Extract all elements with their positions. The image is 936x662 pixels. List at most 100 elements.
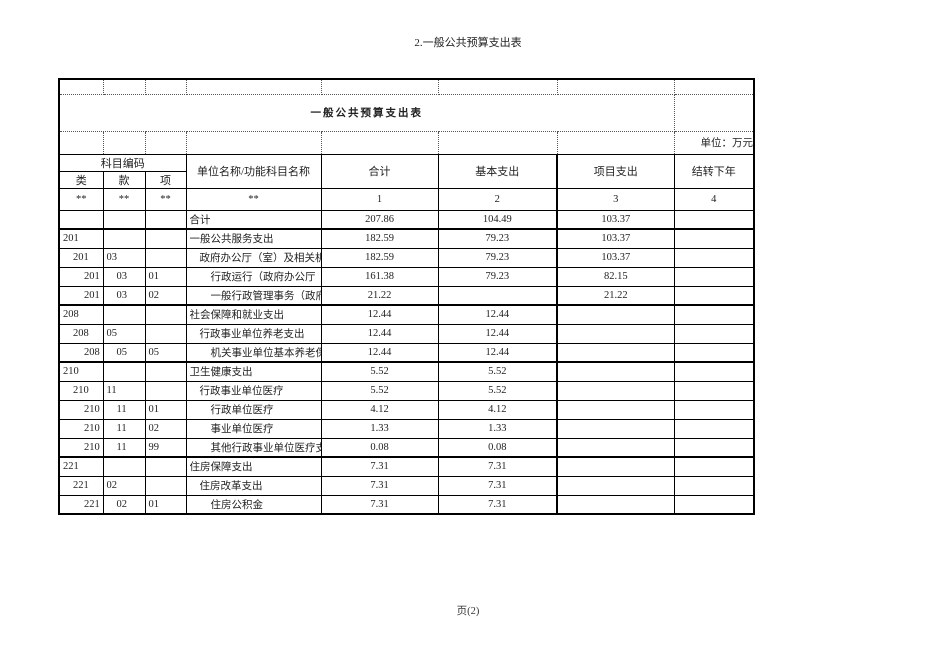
cell-class-code: 210 [58,380,104,401]
mask-cell: 1 [320,187,439,211]
mask-cell: ** [144,187,187,211]
cell-basic: 12.44 [437,304,558,325]
cell-total: 5.52 [320,361,439,382]
budget-table: 一般公共预算支出表 单位：万元 科目编码 单位名称/功能科目名称 合计 基本支出… [58,78,755,515]
table-row: 210 11 行政事业单位医疗 5.52 5.52 [58,380,755,401]
cell-basic: 0.08 [437,437,558,458]
cell-item-code: 05 [144,342,187,363]
table-row: 210 11 99 其他行政事业单位医疗支 0.08 0.08 [58,437,755,458]
cell-project [556,342,675,363]
cell-total: 207.86 [320,209,439,230]
title-row-end-cell [674,94,754,132]
unit-row-cell [321,131,439,155]
cell-class-code: 210 [58,399,104,420]
cell-item-code [144,228,187,249]
mask-cell: ** [185,187,322,211]
cell-project: 82.15 [556,266,675,287]
cell-item-code [144,380,187,401]
cell-section-code [102,228,146,249]
cell-item-code [144,247,187,268]
cell-class-code: 208 [58,342,104,363]
spacer-cell [59,79,104,95]
carry-column-header: 结转下年 [673,153,755,189]
name-column-header: 单位名称/功能科目名称 [185,153,322,189]
unit-row-cell [438,131,558,155]
cell-total: 12.44 [320,304,439,325]
cell-section-code: 03 [102,285,146,306]
cell-section-code: 02 [102,475,146,496]
cell-carry [673,228,755,249]
cell-name: 住房保障支出 [185,456,322,477]
cell-class-code: 208 [58,304,104,325]
cell-carry [673,437,755,458]
cell-carry [673,304,755,325]
cell-section-code: 11 [102,380,146,401]
unit-row: 单位：万元 [59,131,754,155]
cell-class-code: 208 [58,323,104,344]
table-body: 合计 207.86 104.49 103.37 201 一般公共服务支出 182.59 79.… [58,209,755,515]
cell-total: 12.44 [320,323,439,344]
cell-basic: 7.31 [437,456,558,477]
cell-class-code: 201 [58,228,104,249]
cell-section-code: 11 [102,437,146,458]
cell-project: 103.37 [556,247,675,268]
cell-section-code [102,304,146,325]
cell-item-code [144,361,187,382]
cell-total: 1.33 [320,418,439,439]
cell-total: 182.59 [320,228,439,249]
cell-project [556,437,675,458]
cell-item-code: 99 [144,437,187,458]
table-row: 210 11 02 事业单位医疗 1.33 1.33 [58,418,755,439]
cell-carry [673,285,755,306]
cell-section-code [102,456,146,477]
cell-basic [437,285,558,306]
document-header-title: 2.一般公共预算支出表 [414,37,522,49]
cell-carry [673,266,755,287]
cell-carry [673,475,755,496]
header-row-2: 类 款 项 [58,170,754,189]
cell-basic: 7.31 [437,475,558,496]
cell-total: 12.44 [320,342,439,363]
cell-basic: 12.44 [437,323,558,344]
cell-project [556,494,675,515]
cell-name: 其他行政事业单位医疗支 [185,437,322,458]
spacer-cell [145,79,187,95]
cell-total: 182.59 [320,247,439,268]
cell-section-code: 03 [102,266,146,287]
cell-basic: 7.31 [437,494,558,515]
cell-total: 21.22 [320,285,439,306]
cell-carry [673,399,755,420]
cell-name: 行政事业单位医疗 [185,380,322,401]
cell-name: 行政事业单位养老支出 [185,323,322,344]
cell-section-code: 02 [102,494,146,515]
table-title: 一般公共预算支出表 [59,94,675,132]
cell-class-code: 221 [58,456,104,477]
cell-carry [673,361,755,382]
cell-total: 7.31 [320,475,439,496]
cell-carry [673,456,755,477]
cell-basic: 1.33 [437,418,558,439]
cell-class-code: 201 [58,247,104,268]
cell-carry [673,247,755,268]
table-row: 208 05 行政事业单位养老支出 12.44 12.44 [58,323,755,344]
cell-name: 事业单位医疗 [185,418,322,439]
cell-class-code: 210 [58,418,104,439]
cell-basic: 79.23 [437,247,558,268]
cell-name: 社会保障和就业支出 [185,304,322,325]
table-row: 201 03 政府办公厅（室）及相关机 182.59 79.23 103.37 [58,247,755,268]
cell-name: 住房改革支出 [185,475,322,496]
total-column-header: 合计 [320,153,439,189]
spacer-cell [674,79,754,95]
project-column-header: 项目支出 [556,153,675,189]
cell-item-code: 02 [144,285,187,306]
cell-section-code: 03 [102,247,146,268]
cell-project: 103.37 [556,209,675,230]
table-row: 201 03 01 行政运行（政府办公厅（ 161.38 79.23 82.15 [58,266,755,287]
cell-class-code: 221 [58,475,104,496]
cell-class-code [58,209,104,230]
cell-item-code [144,304,187,325]
cell-basic: 79.23 [437,228,558,249]
cell-section-code: 05 [102,323,146,344]
header-row-1: 科目编码 单位名称/功能科目名称 合计 基本支出 项目支出 结转下年 [58,153,755,189]
cell-class-code: 210 [58,437,104,458]
